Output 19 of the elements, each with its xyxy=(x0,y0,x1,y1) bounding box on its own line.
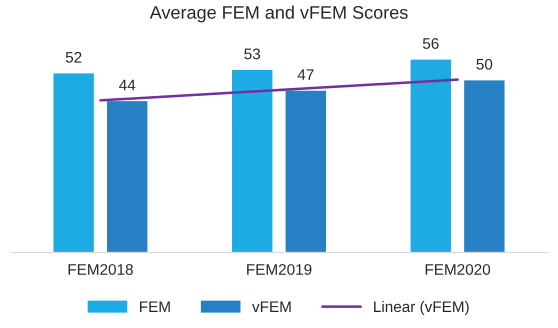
bar xyxy=(106,100,149,253)
legend-label: FEM xyxy=(140,301,170,312)
legend-label: vFEM xyxy=(252,301,291,312)
chart-title: Average FEM and vFEM Scores xyxy=(150,6,408,22)
x-tick-label: FEM2019 xyxy=(247,264,312,275)
x-tick-label: FEM2018 xyxy=(68,264,133,275)
bar xyxy=(284,89,328,253)
x-tick-label: FEM2020 xyxy=(426,264,490,275)
bar xyxy=(52,72,96,253)
legend-label: Linear (vFEM) xyxy=(374,300,469,316)
data-label: 44 xyxy=(119,80,136,90)
data-label: 52 xyxy=(66,52,82,63)
data-label: 47 xyxy=(298,69,314,80)
data-label: 50 xyxy=(476,58,492,70)
bar xyxy=(230,68,274,253)
data-label: 56 xyxy=(422,38,439,49)
bar xyxy=(409,58,452,253)
bar xyxy=(462,78,506,253)
data-label: 53 xyxy=(244,48,260,60)
